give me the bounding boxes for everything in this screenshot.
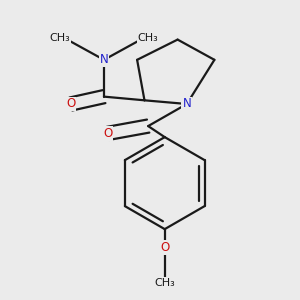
Text: O: O — [103, 127, 112, 140]
Text: CH₃: CH₃ — [50, 33, 70, 43]
Text: CH₃: CH₃ — [154, 278, 175, 287]
Text: N: N — [100, 53, 108, 66]
Text: N: N — [182, 98, 191, 110]
Text: CH₃: CH₃ — [138, 33, 158, 43]
Text: O: O — [66, 98, 76, 110]
Text: O: O — [160, 241, 169, 254]
